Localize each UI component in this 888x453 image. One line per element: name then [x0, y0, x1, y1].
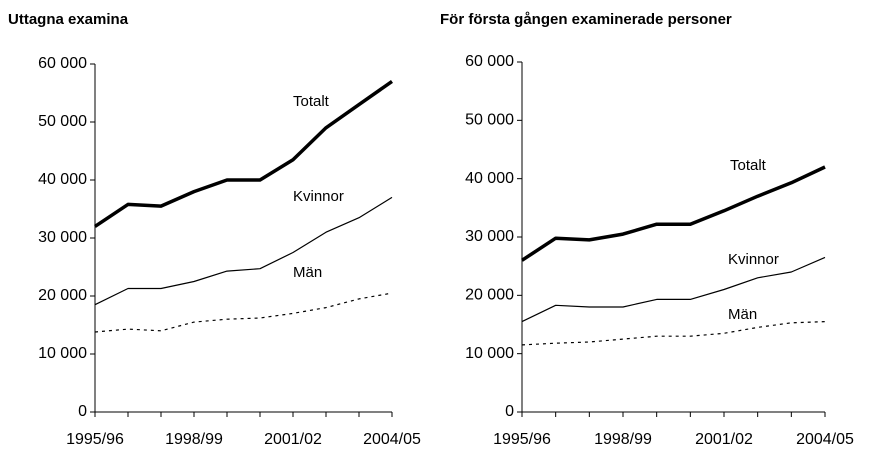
series-line: [94, 79, 394, 228]
chart-title: Uttagna examina: [8, 11, 129, 28]
series-label: Män: [728, 306, 757, 323]
x-tick-label: 2004/05: [796, 431, 854, 448]
x-tick-label: 2004/05: [363, 431, 421, 448]
series-line: [521, 321, 826, 346]
series-label: Kvinnor: [728, 251, 779, 268]
y-tick-label: 50 000: [465, 112, 514, 129]
y-tick-label: 60 000: [465, 53, 514, 70]
series-label: Totalt: [293, 93, 330, 110]
series-label: Män: [293, 264, 322, 281]
x-tick-label: 1995/96: [66, 431, 124, 448]
y-tick-label: 60 000: [38, 55, 87, 72]
series-line: [94, 196, 393, 306]
series-line: [521, 256, 826, 323]
x-tick-label: 1998/99: [594, 431, 652, 448]
x-tick-label: 1995/96: [493, 431, 551, 448]
series-line: [94, 292, 393, 333]
y-tick-label: 40 000: [38, 171, 87, 188]
y-tick-label: 30 000: [465, 228, 514, 245]
chart-title: För första gången examinerade personer: [440, 11, 732, 28]
y-tick-label: 50 000: [38, 113, 87, 130]
series-label: Kvinnor: [293, 188, 344, 205]
x-tick-label: 1998/99: [165, 431, 223, 448]
y-tick-label: 20 000: [38, 287, 87, 304]
y-tick-label: 10 000: [465, 345, 514, 362]
y-tick-label: 40 000: [465, 170, 514, 187]
x-tick-label: 2001/02: [264, 431, 322, 448]
y-tick-label: 20 000: [465, 287, 514, 304]
x-tick-label: 2001/02: [695, 431, 753, 448]
y-tick-label: 30 000: [38, 229, 87, 246]
y-tick-label: 10 000: [38, 345, 87, 362]
series-label: Totalt: [730, 157, 767, 174]
y-tick-label: 0: [78, 403, 87, 420]
y-tick-label: 0: [505, 403, 514, 420]
series-line: [521, 165, 826, 262]
